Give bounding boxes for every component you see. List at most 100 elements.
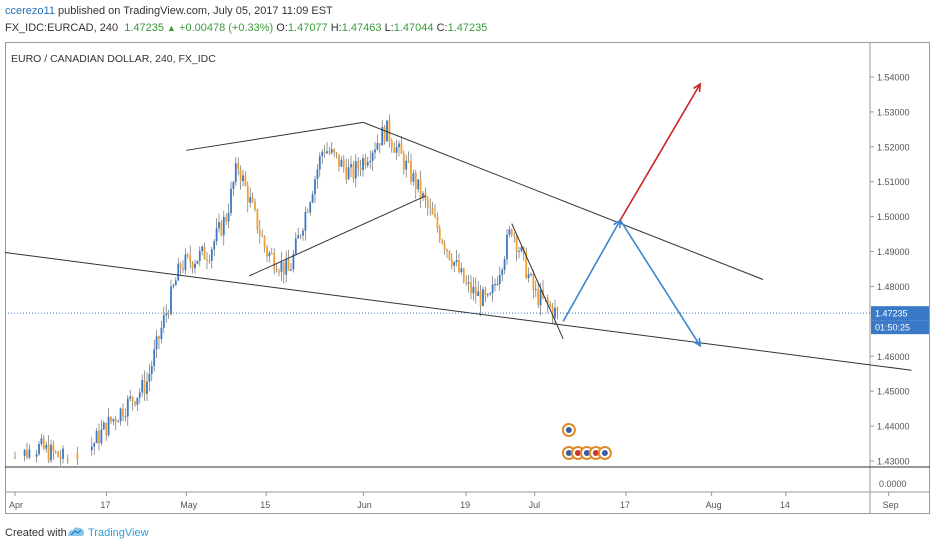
up-arrow-icon: ▲ [167,23,176,33]
candle-body [52,444,55,452]
candle-body [239,169,242,182]
candle-body [357,161,360,169]
candle-body [546,297,549,304]
candle-body [474,286,477,297]
candle-body [314,179,316,195]
candle-body [287,259,290,271]
price-tick-label: 1.43000 [877,456,910,466]
candle-body [292,253,295,270]
candle-body [59,456,62,459]
candle-body [146,381,148,394]
candle-body [352,164,355,179]
blue-path-2[interactable] [619,219,701,347]
event-flag-icon-center [565,427,572,433]
candle-body [119,408,122,422]
candle-body [311,194,314,203]
candle-body [366,162,369,166]
candle-body [501,269,504,276]
candle-body [489,293,492,295]
candle-body [107,416,110,436]
candle-body [251,197,254,203]
candle-body [220,222,223,236]
candle-body [280,261,283,272]
open-value: 1.47077 [287,22,328,34]
candle-body [520,247,523,252]
candle-body [436,217,439,229]
symbol-label: FX_IDC:EURCAD, 240 [5,22,119,34]
time-tick-label: Aug [706,500,722,510]
long-support-line[interactable] [0,251,912,371]
blue-path-1[interactable] [562,219,621,322]
created-with-text: Created with [5,527,67,539]
blue-path-2-arrowhead [692,337,702,348]
candle-body [477,291,480,297]
candle-body [450,259,453,266]
candle-body [378,143,381,146]
candle-body [498,275,501,284]
candle-body [412,173,415,182]
candle-body [278,271,280,273]
candle-body [455,259,458,263]
price-tick-label: 1.49000 [877,247,910,257]
close-value: 1.47235 [447,22,488,34]
candle-body [383,126,386,142]
candle-body [405,160,408,170]
candle-body [201,246,204,252]
open-label: O: [276,22,288,34]
candle-body [162,315,165,328]
upper-wedge-line[interactable] [186,121,364,151]
candle-body [508,229,511,235]
candle-body [335,152,338,155]
candle-body [258,229,261,236]
event-flag-icon-center [574,450,581,456]
event-flag-icon-center [592,450,599,456]
chart-header: ccerezo11 published on TradingView.com, … [0,0,932,42]
candle-body [186,254,189,256]
candle-body [40,438,43,444]
candle-body [470,282,472,294]
candle-body [398,143,400,148]
candle-body [198,251,201,261]
lower-wedge-line[interactable] [248,195,427,277]
time-tick-label: Apr [9,500,23,510]
candle-body [506,234,508,260]
chart-border [5,42,930,514]
candle-body [318,156,321,170]
candle-body [237,163,240,170]
short-downtrend[interactable] [511,223,564,340]
candle-body [304,211,307,231]
candle-body [66,459,69,462]
candle-body [340,159,343,167]
candle-body [285,259,288,275]
candle-body [261,235,264,237]
author-link[interactable]: ccerezo11 [5,5,55,17]
candle-body [126,398,129,417]
candle-body [302,230,304,236]
candle-body [177,263,180,281]
candle-body [232,182,235,189]
candle-body [218,222,220,229]
candle-body [556,307,559,311]
price-tick-label: 1.44000 [877,422,910,432]
candle-body [26,449,28,458]
ohlc-line: FX_IDC:EURCAD, 240 1.47235 ▲ +0.00478 (+… [5,22,487,34]
candle-body [419,179,422,198]
candle-body [138,392,141,398]
red-path[interactable] [619,83,701,221]
candle-body [458,259,460,272]
red-path-arrowhead [693,82,702,93]
candle-body [306,211,309,213]
candle-body [364,158,367,166]
candle-body [299,235,302,237]
candle-body [143,380,146,394]
candle-body [153,349,156,366]
descending-resistance[interactable] [363,121,764,280]
close-label: C: [436,22,448,34]
tradingview-brand[interactable]: TradingView [88,527,149,539]
candle-body [242,175,244,182]
candle-body [417,179,420,190]
price-chart[interactable]: EURO / CANADIAN DOLLAR, 240, FX_IDC 1.54… [0,42,930,514]
candle-body [35,454,38,457]
candle-body [114,418,117,422]
candle-body [282,261,285,275]
